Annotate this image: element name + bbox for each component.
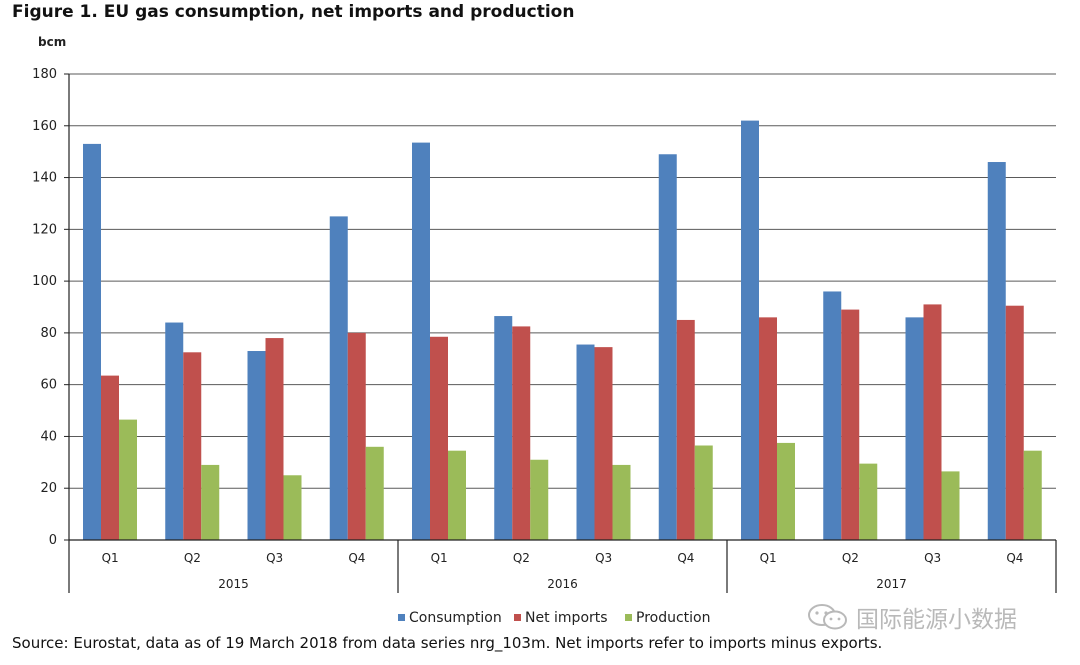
- x-tick-label: Q4: [677, 551, 694, 565]
- bar-net-imports: [594, 347, 613, 540]
- x-group-label: 2017: [876, 577, 907, 591]
- legend-label: Net imports: [525, 610, 608, 626]
- watermark: 国际能源小数据: [806, 600, 1017, 634]
- legend-swatch: [398, 614, 405, 621]
- x-group-label: 2016: [547, 577, 578, 591]
- bar-consumption: [165, 322, 184, 540]
- bar-production: [859, 463, 878, 540]
- legend-label: Consumption: [409, 610, 502, 626]
- bar-production: [530, 459, 549, 540]
- x-tick-label: Q1: [102, 551, 119, 565]
- bar-production: [201, 464, 220, 540]
- x-tick-label: Q3: [266, 551, 283, 565]
- bar-production: [941, 471, 960, 540]
- bar-net-imports: [841, 309, 860, 540]
- bar-net-imports: [676, 319, 695, 540]
- y-tick-label: 160: [32, 119, 57, 134]
- y-tick-label: 80: [40, 326, 57, 341]
- x-tick-label: Q3: [595, 551, 612, 565]
- bar-net-imports: [347, 332, 366, 540]
- y-axis-label: bcm: [38, 35, 66, 49]
- bar-production: [283, 475, 302, 540]
- y-tick-label: 0: [49, 533, 57, 548]
- x-tick-label: Q2: [513, 551, 530, 565]
- bar-production: [777, 442, 795, 540]
- bar-consumption: [987, 162, 1006, 540]
- legend-swatch: [514, 614, 521, 621]
- legend-label: Production: [636, 610, 710, 626]
- legend-swatch: [625, 614, 632, 621]
- bar-consumption: [823, 291, 842, 540]
- bar-net-imports: [101, 375, 119, 540]
- y-tick-label: 20: [40, 481, 57, 496]
- bar-net-imports: [265, 338, 284, 540]
- bar-net-imports: [759, 317, 777, 540]
- y-tick-label: 120: [32, 222, 57, 237]
- chart-title: Figure 1. EU gas consumption, net import…: [12, 2, 575, 22]
- y-tick-label: 140: [32, 171, 57, 186]
- bar-production: [365, 446, 384, 540]
- y-tick-label: 40: [40, 429, 57, 444]
- x-tick-label: Q1: [431, 551, 448, 565]
- bar-net-imports: [923, 304, 942, 540]
- y-tick-label: 100: [32, 274, 57, 289]
- y-tick-label: 180: [32, 67, 57, 82]
- bar-net-imports: [183, 352, 202, 540]
- bar-consumption: [658, 154, 677, 540]
- bar-consumption: [576, 344, 595, 540]
- bar-consumption: [83, 143, 101, 540]
- x-tick-label: Q2: [842, 551, 859, 565]
- bar-consumption: [905, 317, 924, 540]
- x-tick-label: Q2: [184, 551, 201, 565]
- bar-net-imports: [512, 326, 531, 540]
- wechat-icon: [808, 604, 847, 630]
- x-axis: Q1 Q2 Q3 Q4 Q1 Q2 Q3 Q4 Q1 Q2 Q3 Q4 2015 2016 2017: [68, 74, 1057, 593]
- y-axis-ticks: 0 20 40 60 80 100 120 140 160 180: [32, 67, 69, 548]
- bar-consumption: [329, 216, 348, 540]
- bar-consumption: [412, 142, 430, 540]
- bar-net-imports: [430, 336, 448, 540]
- gridlines: [69, 73, 1056, 489]
- bar-consumption: [741, 120, 759, 540]
- x-tick-label: Q4: [1006, 551, 1023, 565]
- watermark-text: 国际能源小数据: [856, 607, 1017, 633]
- bar-consumption: [494, 316, 513, 540]
- source-note: Source: Eurostat, data as of 19 March 20…: [12, 634, 883, 652]
- bar-net-imports: [1005, 305, 1024, 540]
- bar-production: [694, 445, 713, 540]
- y-tick-label: 60: [40, 378, 57, 393]
- legend: Consumption Net imports Production: [398, 610, 710, 626]
- x-tick-label: Q4: [348, 551, 365, 565]
- bar-consumption: [247, 351, 266, 540]
- bar-production: [119, 419, 137, 540]
- x-tick-label: Q1: [760, 551, 777, 565]
- bar-production: [612, 464, 631, 540]
- bar-production: [448, 450, 466, 540]
- x-group-label: 2015: [218, 577, 249, 591]
- bars: [83, 120, 1042, 540]
- x-tick-label: Q3: [924, 551, 941, 565]
- bar-production: [1023, 450, 1042, 540]
